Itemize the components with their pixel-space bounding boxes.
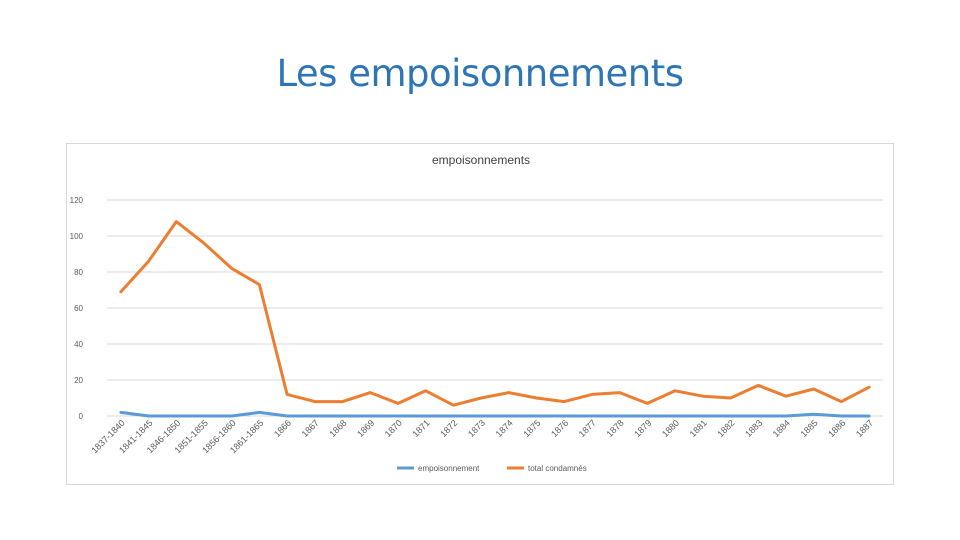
x-tick-label: 1884: [771, 418, 792, 439]
series-line-0: [119, 410, 871, 418]
x-tick-label: 1874: [494, 418, 515, 439]
x-tick-label: 1867: [300, 418, 321, 439]
y-axis-ticks: 0 20 40 60 80 100 120: [70, 196, 84, 421]
line-chart: empoisonnements 0 20 40 60 80 100 120 1837-184…: [70, 153, 883, 473]
x-tick-label: 1875: [521, 418, 542, 439]
x-axis-ticks: 1837-18401841-18451846-18501851-18551856…: [89, 418, 875, 456]
x-tick-label: 1883: [743, 418, 764, 439]
x-tick-label: 1876: [549, 418, 570, 439]
x-tick-label: 1872: [438, 418, 459, 439]
chart-frame: empoisonnements 0 20 40 60 80 100 120 1837-184…: [66, 143, 894, 485]
x-tick-label: 1873: [466, 418, 487, 439]
series-line-1: [119, 220, 871, 407]
x-tick-label: 1878: [604, 418, 625, 439]
y-tick-label: 60: [74, 304, 83, 313]
x-tick-label: 1868: [327, 418, 348, 439]
y-tick-label: 120: [70, 196, 84, 205]
legend-label-1: total condamnés: [528, 464, 587, 473]
y-tick-label: 80: [74, 268, 83, 277]
series-lines: [119, 220, 871, 418]
x-tick-label: 1880: [660, 418, 681, 439]
legend: empoisonnement total condamnés: [397, 464, 587, 473]
x-tick-label: 1879: [632, 418, 653, 439]
y-tick-label: 100: [70, 232, 84, 241]
x-tick-label: 1869: [355, 418, 376, 439]
x-tick-label: 1887: [854, 418, 875, 439]
slide-title: Les empoisonnements: [276, 52, 684, 95]
chart-title: empoisonnements: [432, 153, 530, 167]
legend-label-0: empoisonnement: [418, 464, 480, 473]
x-tick-label: 1881: [688, 418, 709, 439]
y-tick-label: 20: [74, 376, 83, 385]
x-tick-label: 1870: [383, 418, 404, 439]
y-tick-label: 0: [79, 412, 84, 421]
x-tick-label: 1886: [826, 418, 847, 439]
y-tick-label: 40: [74, 340, 83, 349]
grid-lines: [107, 199, 883, 417]
x-tick-label: 1877: [577, 418, 598, 439]
x-tick-label: 1882: [715, 418, 736, 439]
x-tick-label: 1885: [798, 418, 819, 439]
x-tick-label: 1866: [272, 418, 293, 439]
x-tick-label: 1871: [410, 418, 431, 439]
